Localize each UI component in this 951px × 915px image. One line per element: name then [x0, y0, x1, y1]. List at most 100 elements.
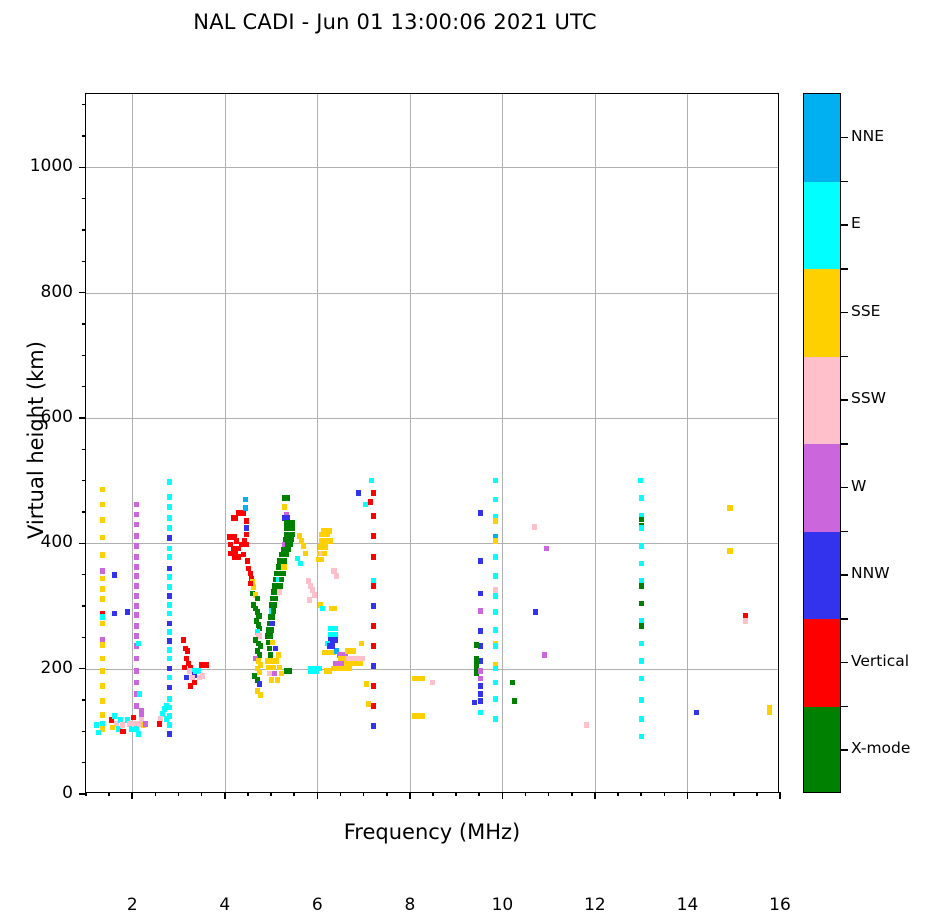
echo-point: [284, 551, 290, 558]
echo-point: [134, 623, 140, 629]
echo-point: [371, 663, 377, 669]
echo-point: [324, 531, 331, 538]
echo-point: [477, 643, 483, 649]
echo-point: [284, 511, 290, 518]
colorbar-tick: [841, 399, 848, 401]
echo-point: [328, 605, 334, 612]
echo-point: [272, 583, 278, 589]
echo-point: [270, 639, 276, 646]
colorbar-label-e: E: [851, 214, 861, 233]
echo-point: [322, 538, 328, 544]
echo-point: [134, 690, 140, 697]
echo-point: [257, 680, 263, 687]
echo-point: [286, 536, 292, 543]
echo-point: [166, 731, 172, 737]
echo-point: [166, 584, 172, 590]
echo-point: [199, 662, 205, 668]
colorbar-segment-sse: [804, 269, 840, 357]
echo-point: [316, 665, 322, 672]
echo-point: [166, 629, 172, 636]
echo-point: [285, 515, 291, 522]
echo-point: [298, 560, 304, 567]
echo-point: [226, 534, 232, 540]
echo-point: [227, 541, 233, 548]
echo-point: [282, 541, 288, 548]
echo-point: [533, 609, 539, 616]
echo-point: [166, 620, 172, 627]
echo-point: [257, 669, 263, 676]
y-axis-tick-label: 1000: [29, 156, 73, 177]
echo-point: [322, 531, 328, 538]
echo-point: [327, 625, 333, 632]
x-axis-tick: [686, 792, 689, 799]
colorbar-segment-w: [804, 444, 840, 532]
echo-point: [258, 692, 264, 698]
echo-point: [268, 658, 274, 664]
echo-point: [138, 720, 144, 727]
echo-point: [188, 683, 194, 690]
x-axis-minor-tick: [732, 792, 735, 796]
echo-point: [278, 564, 284, 570]
echo-point: [99, 683, 105, 690]
echo-point: [493, 534, 499, 540]
x-axis-minor-tick: [547, 792, 550, 796]
echo-point: [638, 675, 644, 682]
colorbar-boundary-tick: [841, 180, 848, 182]
echo-point: [110, 724, 116, 731]
echo-point: [307, 596, 313, 603]
echo-point: [166, 601, 172, 608]
echo-point: [327, 649, 333, 656]
colorbar: [803, 93, 841, 793]
echo-point: [270, 595, 276, 602]
echo-point: [357, 655, 363, 662]
echo-point: [282, 495, 288, 501]
echo-point: [342, 652, 348, 658]
echo-point: [166, 545, 172, 552]
echo-point: [134, 611, 140, 618]
colorbar-tick: [841, 224, 848, 226]
echo-point: [166, 722, 172, 728]
y-axis-minor-tick: [82, 511, 86, 513]
colorbar-tick: [841, 574, 848, 576]
echo-point: [99, 614, 105, 621]
gridline-horizontal: [86, 668, 778, 670]
echo-point: [99, 501, 105, 508]
gridline-vertical: [594, 94, 596, 792]
echo-point: [302, 550, 308, 557]
echo-point: [115, 726, 121, 732]
echo-point: [336, 652, 343, 658]
echo-point: [240, 551, 246, 558]
echo-point: [371, 643, 377, 649]
echo-point: [276, 589, 282, 595]
echo-point: [134, 668, 140, 674]
echo-point: [166, 525, 172, 532]
echo-point: [203, 662, 209, 668]
y-axis-label: Virtual height (km): [24, 341, 48, 539]
echo-point: [134, 679, 140, 686]
echo-point: [345, 648, 351, 654]
echo-point: [96, 729, 102, 736]
echo-point: [318, 556, 324, 563]
colorbar-segment-nne: [804, 94, 840, 182]
colorbar-label-vertical: Vertical: [851, 651, 910, 670]
ionogram-figure: NAL CADI - Jun 01 13:00:06 2021 UTC 0 200…: [24, 10, 910, 915]
echo-point: [295, 555, 301, 562]
colorbar-tick: [841, 486, 848, 489]
echo-point: [316, 550, 322, 557]
echo-point: [324, 668, 330, 674]
echo-point: [268, 677, 274, 683]
y-axis-minor-tick: [82, 197, 86, 200]
echo-point: [166, 704, 172, 711]
echo-point: [371, 623, 377, 629]
echo-point: [99, 712, 105, 718]
x-axis-minor-tick: [200, 792, 203, 796]
echo-point: [334, 648, 340, 654]
echo-point: [113, 720, 120, 727]
echo-point: [189, 668, 195, 674]
echo-point: [331, 568, 337, 574]
echo-point: [273, 595, 279, 602]
colorbar-boundary-tick: [841, 443, 848, 445]
x-axis-minor-tick: [85, 792, 87, 796]
echo-point: [166, 535, 172, 542]
echo-point: [134, 501, 140, 508]
